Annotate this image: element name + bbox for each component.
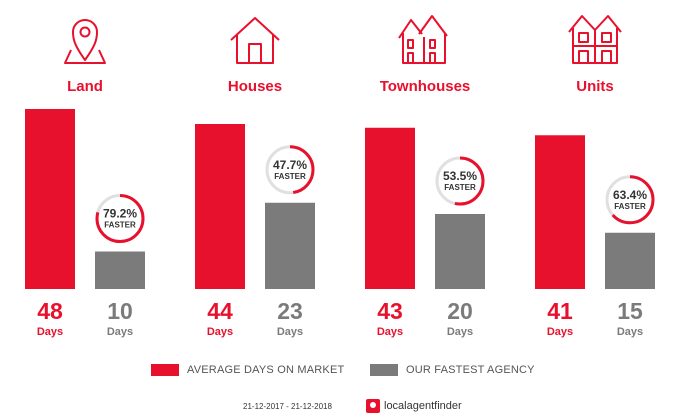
unit-label-average: Days: [37, 326, 63, 338]
footer: 21-12-2017 - 21-12-2018 localagentfinder: [0, 398, 700, 418]
value-label-average: 48: [37, 298, 63, 324]
unit-label-average: Days: [377, 326, 403, 338]
category-label: Units: [576, 78, 614, 95]
faster-ring: [265, 145, 315, 195]
brand-name: localagentfinder: [384, 400, 462, 412]
value-label-average: 41: [547, 298, 573, 324]
faster-ring: [435, 156, 485, 206]
category-group: Houses 44 Days 23 Days 47.7%FASTER: [195, 17, 315, 338]
faster-label: FASTER: [274, 172, 306, 181]
bar-fastest: [435, 214, 485, 289]
legend-swatch-average: [151, 364, 179, 376]
value-label-fastest: 23: [277, 298, 303, 324]
date-range: 21-12-2017 - 21-12-2018: [243, 402, 332, 411]
units-icon: [568, 15, 622, 64]
faster-percent: 79.2%: [103, 207, 137, 221]
faster-badge: 79.2%FASTER: [95, 194, 145, 243]
unit-label-fastest: Days: [617, 326, 643, 338]
unit-label-fastest: Days: [447, 326, 473, 338]
unit-label-fastest: Days: [107, 326, 133, 338]
value-label-fastest: 10: [107, 298, 133, 324]
faster-percent: 47.7%: [273, 158, 307, 172]
category-group: Land 48 Days 10 Days 79.2%FASTER: [25, 19, 145, 338]
faster-ring: [605, 175, 655, 225]
legend: AVERAGE DAYS ON MARKET OUR FASTEST AGENC…: [0, 364, 700, 380]
bar-average: [365, 127, 415, 289]
bar-average: [535, 135, 585, 289]
bar-fastest: [95, 251, 145, 289]
brand-icon: [366, 399, 380, 413]
category-label: Townhouses: [380, 78, 471, 95]
faster-label: FASTER: [444, 183, 476, 192]
unit-label-average: Days: [547, 326, 573, 338]
value-label-average: 44: [207, 298, 233, 324]
house-icon: [230, 17, 280, 64]
unit-label-average: Days: [207, 326, 233, 338]
bar-average: [25, 109, 75, 289]
faster-label: FASTER: [104, 221, 136, 230]
legend-label-fastest: OUR FASTEST AGENCY: [406, 364, 535, 376]
value-label-fastest: 20: [447, 298, 473, 324]
category-label: Houses: [228, 78, 282, 95]
category-group: Townhouses 43 Days 20 Days 53.5%FASTER: [365, 15, 485, 338]
legend-item-fastest: OUR FASTEST AGENCY: [370, 364, 535, 376]
value-label-average: 43: [377, 298, 403, 324]
brand-logo: localagentfinder: [366, 399, 462, 413]
category-label: Land: [67, 78, 103, 95]
days-on-market-chart: Land48Days10Days79.2%FASTERHouses44Days2…: [25, 15, 655, 338]
faster-percent: 53.5%: [443, 169, 477, 183]
value-label-fastest: 15: [617, 298, 643, 324]
faster-ring: [95, 194, 145, 243]
bar-fastest: [605, 232, 655, 289]
legend-item-average: AVERAGE DAYS ON MARKET: [151, 364, 344, 376]
legend-label-average: AVERAGE DAYS ON MARKET: [187, 364, 345, 376]
faster-badge: 63.4%FASTER: [605, 175, 655, 225]
faster-label: FASTER: [614, 202, 646, 211]
map-pin-icon: [64, 19, 106, 64]
unit-label-fastest: Days: [277, 326, 303, 338]
faster-percent: 63.4%: [613, 188, 647, 202]
faster-badge: 47.7%FASTER: [265, 145, 315, 195]
bar-fastest: [265, 202, 315, 289]
category-group: Units 41 Days 15 Days 63.4%FASTER: [535, 15, 655, 338]
legend-swatch-fastest: [370, 364, 398, 376]
bar-average: [195, 124, 245, 289]
townhouses-icon: [398, 15, 448, 64]
faster-badge: 53.5%FASTER: [435, 156, 485, 206]
